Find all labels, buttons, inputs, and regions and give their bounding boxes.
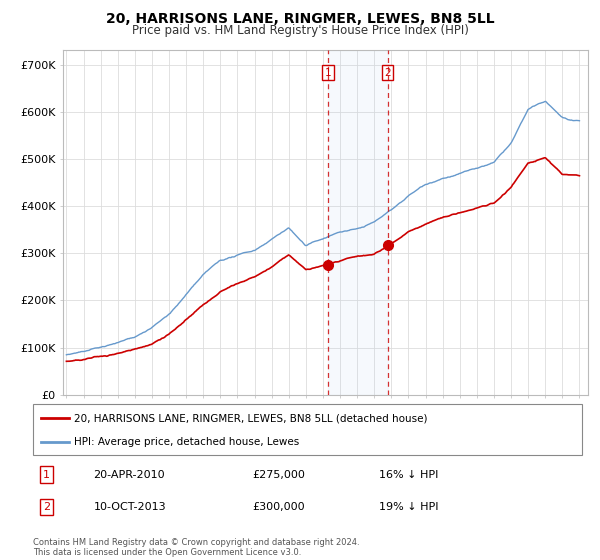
Text: Contains HM Land Registry data © Crown copyright and database right 2024.
This d: Contains HM Land Registry data © Crown c… [33,538,359,557]
FancyBboxPatch shape [33,404,582,455]
Text: 20, HARRISONS LANE, RINGMER, LEWES, BN8 5LL (detached house): 20, HARRISONS LANE, RINGMER, LEWES, BN8 … [74,413,428,423]
Text: 19% ↓ HPI: 19% ↓ HPI [379,502,439,512]
Text: HPI: Average price, detached house, Lewes: HPI: Average price, detached house, Lewe… [74,437,299,447]
Text: 2: 2 [384,68,391,78]
Text: Price paid vs. HM Land Registry's House Price Index (HPI): Price paid vs. HM Land Registry's House … [131,24,469,37]
Text: £275,000: £275,000 [253,470,305,479]
Bar [328,50,388,395]
Text: 1: 1 [43,470,50,479]
Text: 16% ↓ HPI: 16% ↓ HPI [379,470,438,479]
Text: 20, HARRISONS LANE, RINGMER, LEWES, BN8 5LL: 20, HARRISONS LANE, RINGMER, LEWES, BN8 … [106,12,494,26]
Text: £300,000: £300,000 [253,502,305,512]
Text: 20-APR-2010: 20-APR-2010 [94,470,165,479]
Text: 1: 1 [325,68,331,78]
Text: 2: 2 [43,502,50,512]
Text: 10-OCT-2013: 10-OCT-2013 [94,502,166,512]
